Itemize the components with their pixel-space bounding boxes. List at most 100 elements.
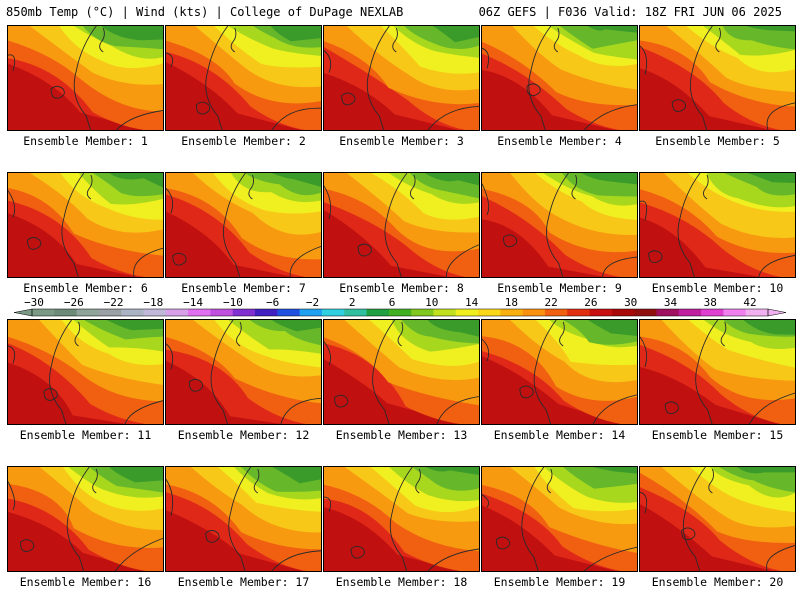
colorbar-tick-label: 34 [663,296,678,309]
colorbar-tick-label: 42 [743,296,757,309]
temp-contour [482,494,490,508]
temperature-map [324,26,479,130]
temp-contour [583,546,637,571]
temp-contour [446,244,479,277]
colorbar-tick-label: −30 [24,296,44,309]
ensemble-map-panel [7,25,164,131]
temperature-map [324,467,479,571]
ensemble-map-panel [7,466,164,572]
coastline-bay [546,468,553,494]
colorbar-tick-label: 38 [703,296,717,309]
coastline-bay [86,174,93,200]
temp-contour [436,396,479,424]
temp-contour [166,479,174,516]
panel-label: Ensemble Member: 11 [19,428,152,442]
temp-band-dark-green [109,467,163,483]
temp-contour [188,378,204,392]
temp-band-dark-green [587,26,637,33]
ensemble-map-panel [639,466,796,572]
coastline [682,467,706,571]
temp-band-green [722,26,795,50]
colorbar-max-arrow [767,308,787,317]
temp-band-dark-green [271,320,321,332]
colorbar-swatch [656,309,680,316]
colorbar-tick-label: 30 [624,296,638,309]
coastline [222,173,246,277]
colorbar-min-arrow [13,308,33,317]
colorbar-tick-label: −14 [183,296,204,309]
temp-contour [583,104,637,130]
colorbar-tick-label: 18 [504,296,518,309]
temp-contour [592,394,637,424]
ensemble-map-panel [323,319,480,425]
colorbar-swatch [678,309,702,316]
coastline [689,26,713,130]
panel-label: Ensemble Member: 10 [651,281,784,295]
panel-label: Ensemble Member: 20 [651,575,784,589]
temp-contour [350,545,365,559]
ensemble-map-panel [165,466,322,572]
colorbar-swatch [411,309,434,316]
ensemble-map-panel [639,172,796,278]
colorbar-swatch [121,309,145,316]
ensemble-map-panel [323,172,480,278]
coastline-bay [230,27,237,53]
temp-contour [271,550,321,571]
temp-contour [664,401,679,415]
ensemble-map-panel [323,25,480,131]
ensemble-map-panel [165,172,322,278]
temp-contour [289,246,321,277]
temperature-map [8,173,163,277]
temperature-map [482,320,637,424]
temperature-map [324,320,479,424]
colorbar-swatch [98,309,122,316]
temp-band-green [719,467,795,493]
colorbar-swatch [522,309,546,316]
temp-contour [519,385,534,399]
temp-contour [195,101,211,115]
colorbar-swatches [13,308,787,317]
coastline [366,26,390,130]
temp-contour [681,527,696,541]
temp-contour [482,47,490,69]
panel-label: Ensemble Member: 8 [339,281,464,295]
colorbar-swatch [188,309,211,316]
coastline-bay [397,321,404,347]
temp-contour [166,187,174,214]
temp-band-dark-green [109,173,163,188]
panel-label: Ensemble Member: 13 [335,428,468,442]
temp-contour [324,185,332,220]
coastline [66,467,90,571]
ensemble-map-panel [481,466,638,572]
colorbar-tick-label: 26 [584,296,598,309]
ensemble-map-panel [639,319,796,425]
temp-contour [427,548,479,571]
ensemble-map-panel [481,25,638,131]
panel-label: Ensemble Member: 2 [181,134,306,148]
temp-contour [640,491,648,514]
temp-band-dark-green [106,320,163,331]
temp-contour [602,256,637,277]
coastline [49,320,72,424]
coastline [61,173,85,277]
temp-band-dark-green [432,26,479,43]
temp-contour [27,237,42,250]
temp-contour [324,50,332,73]
colorbar-tick-label: 2 [348,296,356,309]
temp-contour [43,388,58,401]
colorbar-swatch [701,309,724,316]
panel-label: Ensemble Member: 18 [335,575,468,589]
colorbar-tick-label: −6 [266,296,280,309]
temp-contour [116,110,163,130]
temp-contour [427,106,479,130]
temp-contour [205,530,220,543]
colorbar-border [31,308,769,317]
colorbar-swatch [544,309,568,316]
ensemble-map-panel [323,466,480,572]
coastline-bay [553,27,560,53]
coastline-bay [253,468,260,494]
temp-band-dark-green [427,320,479,337]
temp-contour [766,545,795,571]
colorbar-swatch [255,309,278,316]
coastline [228,467,252,571]
